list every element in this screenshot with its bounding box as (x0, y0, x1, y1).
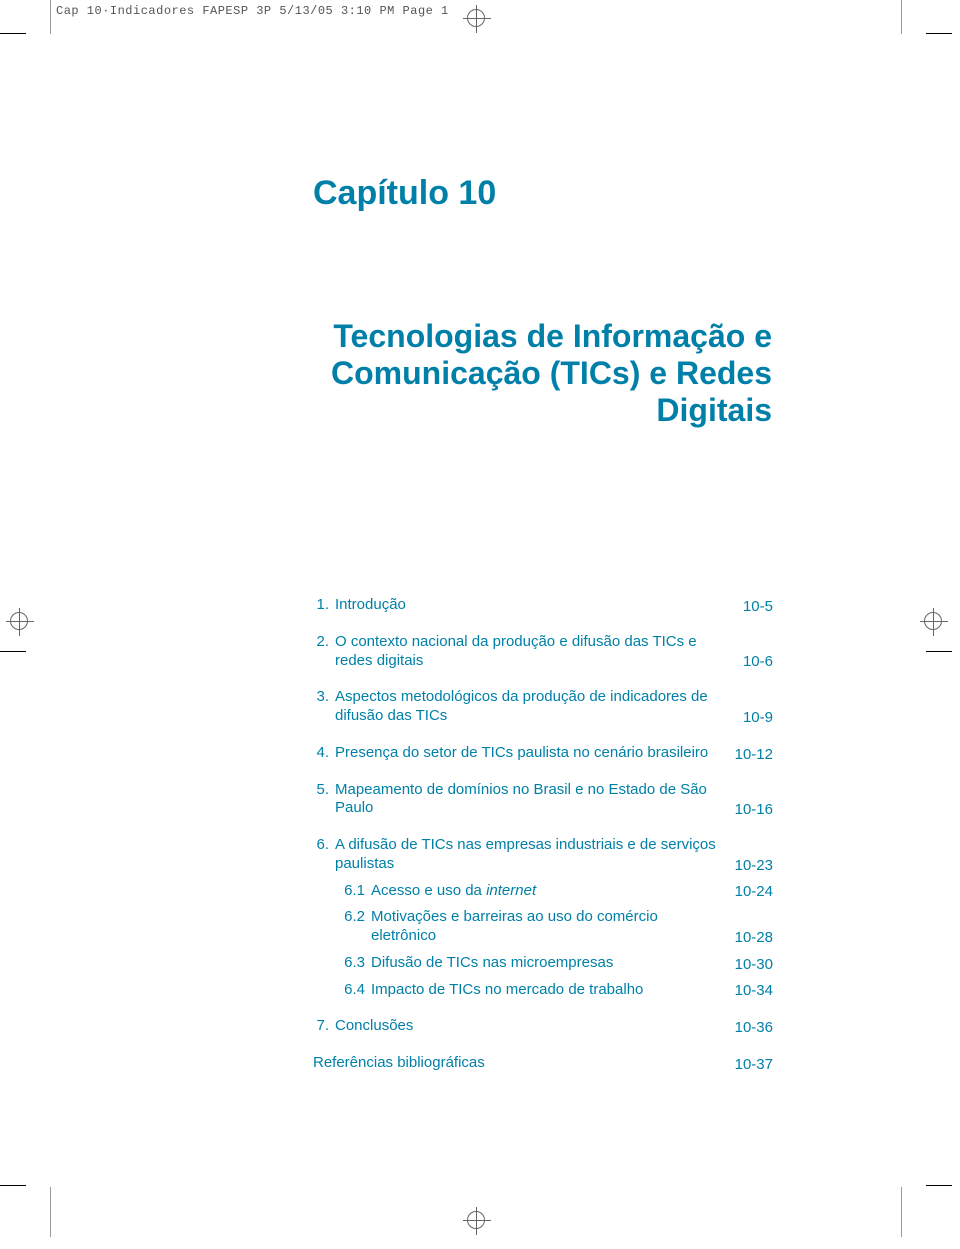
page-title: Tecnologias de Informação e Comunicação … (312, 318, 772, 428)
toc-page: 10-5 (723, 598, 773, 615)
registration-mark-icon (467, 1211, 485, 1229)
registration-mark-icon (924, 612, 942, 630)
toc-entry: 4. Presença do setor de TICs paulista no… (313, 744, 773, 763)
crop-mark (926, 651, 952, 652)
toc-number: 4. (313, 744, 333, 761)
toc-page: 10-36 (723, 1019, 773, 1036)
toc-number: 6.3 (313, 954, 369, 971)
toc-page: 10-34 (723, 982, 773, 999)
toc-text: Motivações e barreiras ao uso do comérci… (369, 908, 723, 946)
toc-number: 6.2 (313, 908, 369, 925)
crop-mark (0, 651, 26, 652)
crop-mark (926, 1185, 952, 1186)
chapter-label: Capítulo 10 (313, 174, 496, 213)
toc-entry: 5. Mapeamento de domínios no Brasil e no… (313, 781, 773, 819)
toc-entry: 1. Introdução 10-5 (313, 596, 773, 615)
registration-mark-icon (10, 612, 28, 630)
toc-subentry: 6.2 Motivações e barreiras ao uso do com… (313, 908, 773, 946)
toc-text: Impacto de TICs no mercado de trabalho (369, 981, 723, 1000)
toc-references: Referências bibliográficas 10-37 (313, 1054, 773, 1073)
frame-line (50, 0, 51, 34)
toc-page: 10-6 (723, 653, 773, 670)
crop-mark (0, 33, 26, 34)
toc-text: Introdução (333, 596, 723, 615)
toc-text: Acesso e uso da internet (369, 882, 723, 901)
toc-number: 2. (313, 633, 333, 650)
toc-subentry: 6.4 Impacto de TICs no mercado de trabal… (313, 981, 773, 1000)
toc-number: 3. (313, 688, 333, 705)
toc-number: 6. (313, 836, 333, 853)
toc-page: 10-28 (723, 929, 773, 946)
frame-line (50, 1187, 51, 1237)
crop-mark (926, 33, 952, 34)
toc-number: 1. (313, 596, 333, 613)
toc-number: 7. (313, 1017, 333, 1034)
toc-entry: 3. Aspectos metodológicos da produção de… (313, 688, 773, 726)
toc-page: 10-9 (723, 709, 773, 726)
registration-mark-icon (467, 9, 485, 27)
table-of-contents: 1. Introdução 10-5 2. O contexto naciona… (313, 596, 773, 1073)
toc-subentry: 6.1 Acesso e uso da internet 10-24 (313, 882, 773, 901)
toc-page: 10-30 (723, 956, 773, 973)
toc-page: 10-12 (723, 746, 773, 763)
toc-entry: 7. Conclusões 10-36 (313, 1017, 773, 1036)
toc-text: Mapeamento de domínios no Brasil e no Es… (333, 781, 723, 819)
toc-number: 6.1 (313, 882, 369, 899)
toc-text: Presença do setor de TICs paulista no ce… (333, 744, 723, 763)
toc-page: 10-16 (723, 801, 773, 818)
toc-text: A difusão de TICs nas empresas industria… (333, 836, 723, 874)
toc-text: O contexto nacional da produção e difusã… (333, 633, 723, 671)
print-slug: Cap 10·Indicadores FAPESP 3P 5/13/05 3:1… (56, 4, 449, 18)
toc-text: Aspectos metodológicos da produção de in… (333, 688, 723, 726)
toc-text: Conclusões (333, 1017, 723, 1036)
toc-text: Difusão de TICs nas microempresas (369, 954, 723, 973)
crop-mark (0, 1185, 26, 1186)
toc-number: 6.4 (313, 981, 369, 998)
toc-text: Referências bibliográficas (313, 1054, 723, 1073)
toc-entry: 2. O contexto nacional da produção e dif… (313, 633, 773, 671)
frame-line (901, 1187, 902, 1237)
toc-page: 10-24 (723, 883, 773, 900)
toc-entry: 6. A difusão de TICs nas empresas indust… (313, 836, 773, 874)
frame-line (901, 0, 902, 34)
toc-page: 10-37 (723, 1056, 773, 1073)
toc-page: 10-23 (723, 857, 773, 874)
toc-number: 5. (313, 781, 333, 798)
toc-subentry: 6.3 Difusão de TICs nas microempresas 10… (313, 954, 773, 973)
